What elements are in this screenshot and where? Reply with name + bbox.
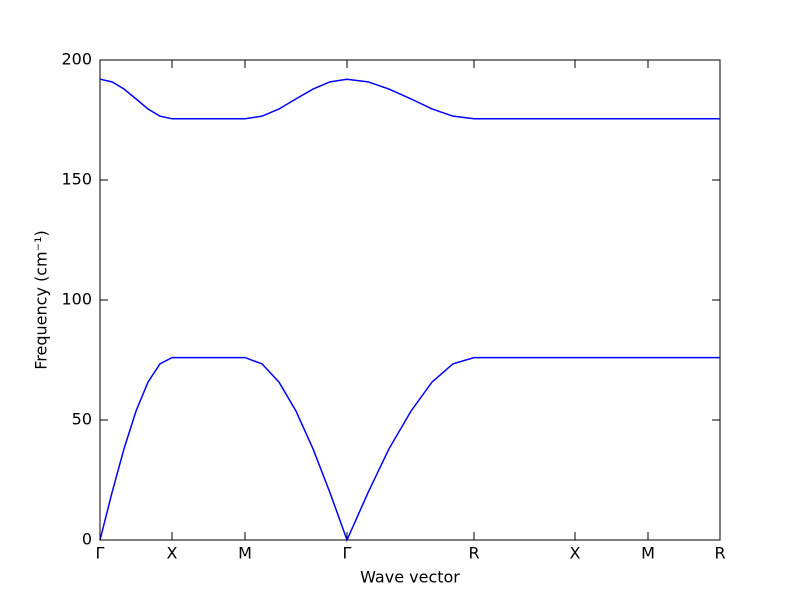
- y-tick-label: 100: [61, 290, 92, 309]
- x-tick-label: X: [570, 544, 581, 563]
- band-line: [99, 78, 720, 120]
- band-line: [99, 356, 720, 543]
- x-tick-label: X: [167, 544, 178, 563]
- y-tick-label: 0: [82, 530, 92, 549]
- y-tick-label: 200: [61, 50, 92, 69]
- y-axis-label: Frequency (cm⁻¹): [32, 230, 51, 369]
- x-tick-label: Γ: [343, 544, 352, 563]
- x-tick-label: R: [468, 544, 479, 563]
- y-tick-label: 150: [61, 170, 92, 189]
- x-tick-label: R: [714, 544, 725, 563]
- x-axis-label: Wave vector: [360, 568, 460, 587]
- y-tick-label: 50: [72, 410, 92, 429]
- x-tick-label: Γ: [96, 544, 105, 563]
- x-tick-label: M: [238, 544, 252, 563]
- plot-frame: [99, 59, 721, 541]
- x-tick-label: M: [641, 544, 655, 563]
